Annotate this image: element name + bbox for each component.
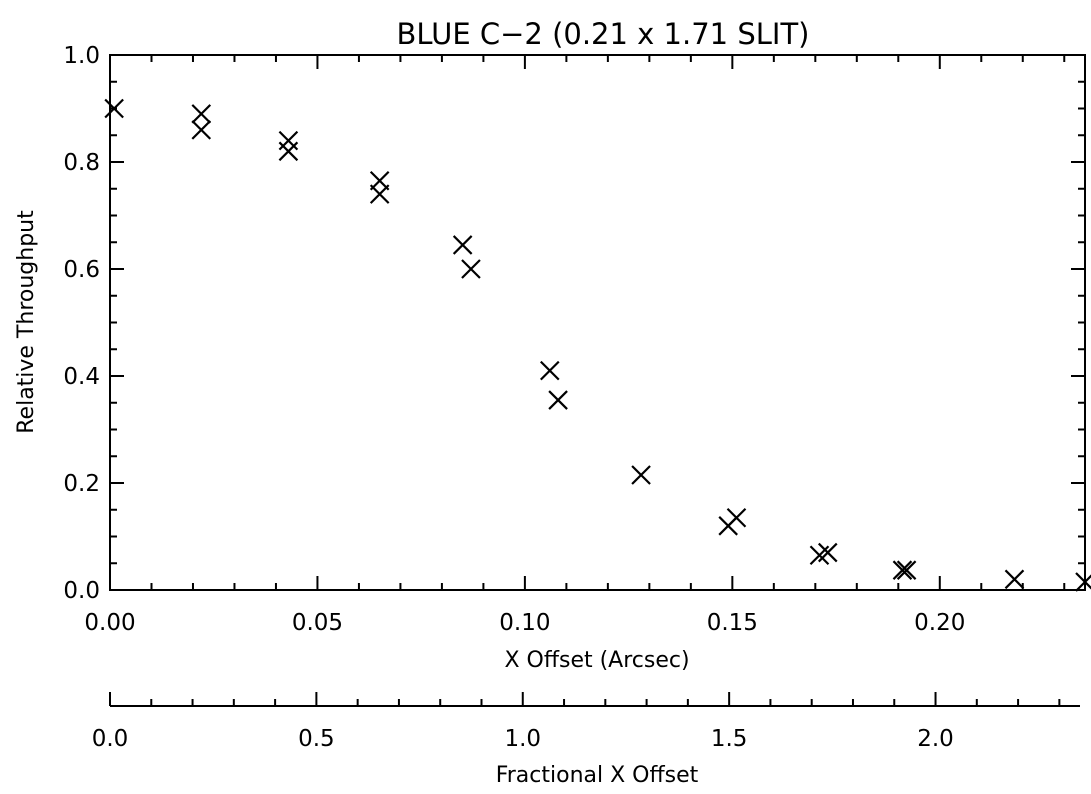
data-point-marker (369, 184, 390, 204)
y-axis-label: Relative Throughput (14, 210, 39, 434)
secondary-axis-ticks (109, 692, 1061, 706)
y-tick-label: 0.8 (63, 150, 100, 176)
x-axis-tick-labels: 0.00 0.05 0.10 0.15 0.20 (84, 610, 965, 636)
secondary-tick-label: 1.5 (711, 726, 748, 752)
data-point-marker (1075, 572, 1091, 592)
secondary-axis-tick-labels: 0.0 0.5 1.0 1.5 2.0 (92, 726, 954, 752)
x-axis-label: X Offset (Arcsec) (504, 648, 689, 673)
data-point-marker (892, 560, 913, 580)
x-axis-ticks (109, 55, 1066, 590)
secondary-tick-label: 1.0 (504, 726, 541, 752)
x-tick-label: 0.05 (292, 610, 343, 636)
secondary-tick-label: 0.5 (298, 726, 335, 752)
x-tick-label: 0.20 (914, 610, 965, 636)
secondary-axis-label: Fractional X Offset (496, 763, 699, 788)
data-point-marker (461, 259, 481, 279)
data-points (104, 98, 1091, 592)
data-point-marker (548, 390, 568, 410)
plot-frame (109, 54, 1086, 591)
data-point-marker (1004, 569, 1025, 590)
chart-title: BLUE C−2 (0.21 x 1.71 SLIT) (396, 17, 809, 51)
data-point-marker (540, 360, 560, 381)
y-tick-label: 0.6 (63, 257, 100, 283)
x-tick-label: 0.15 (707, 610, 758, 636)
y-tick-label: 0.2 (63, 471, 100, 497)
secondary-tick-label: 2.0 (917, 726, 954, 752)
y-axis-tick-labels: 0.0 0.2 0.4 0.6 0.8 1.0 (63, 43, 100, 604)
y-tick-label: 0.0 (63, 578, 100, 604)
data-point-marker (278, 130, 299, 151)
data-point-marker (104, 98, 124, 119)
data-point-marker (191, 104, 212, 124)
secondary-tick-label: 0.0 (92, 726, 129, 752)
data-point-marker (896, 560, 917, 580)
data-point-marker (452, 235, 473, 255)
y-tick-label: 1.0 (63, 43, 100, 69)
y-axis-ticks (110, 54, 1085, 591)
y-tick-label: 0.4 (63, 364, 100, 390)
data-point-marker (726, 507, 747, 528)
data-point-marker (631, 465, 651, 485)
x-tick-label: 0.00 (84, 610, 135, 636)
data-point-marker (817, 542, 838, 563)
data-point-marker (191, 120, 212, 140)
data-point-marker (278, 141, 299, 162)
x-tick-label: 0.10 (499, 610, 550, 636)
